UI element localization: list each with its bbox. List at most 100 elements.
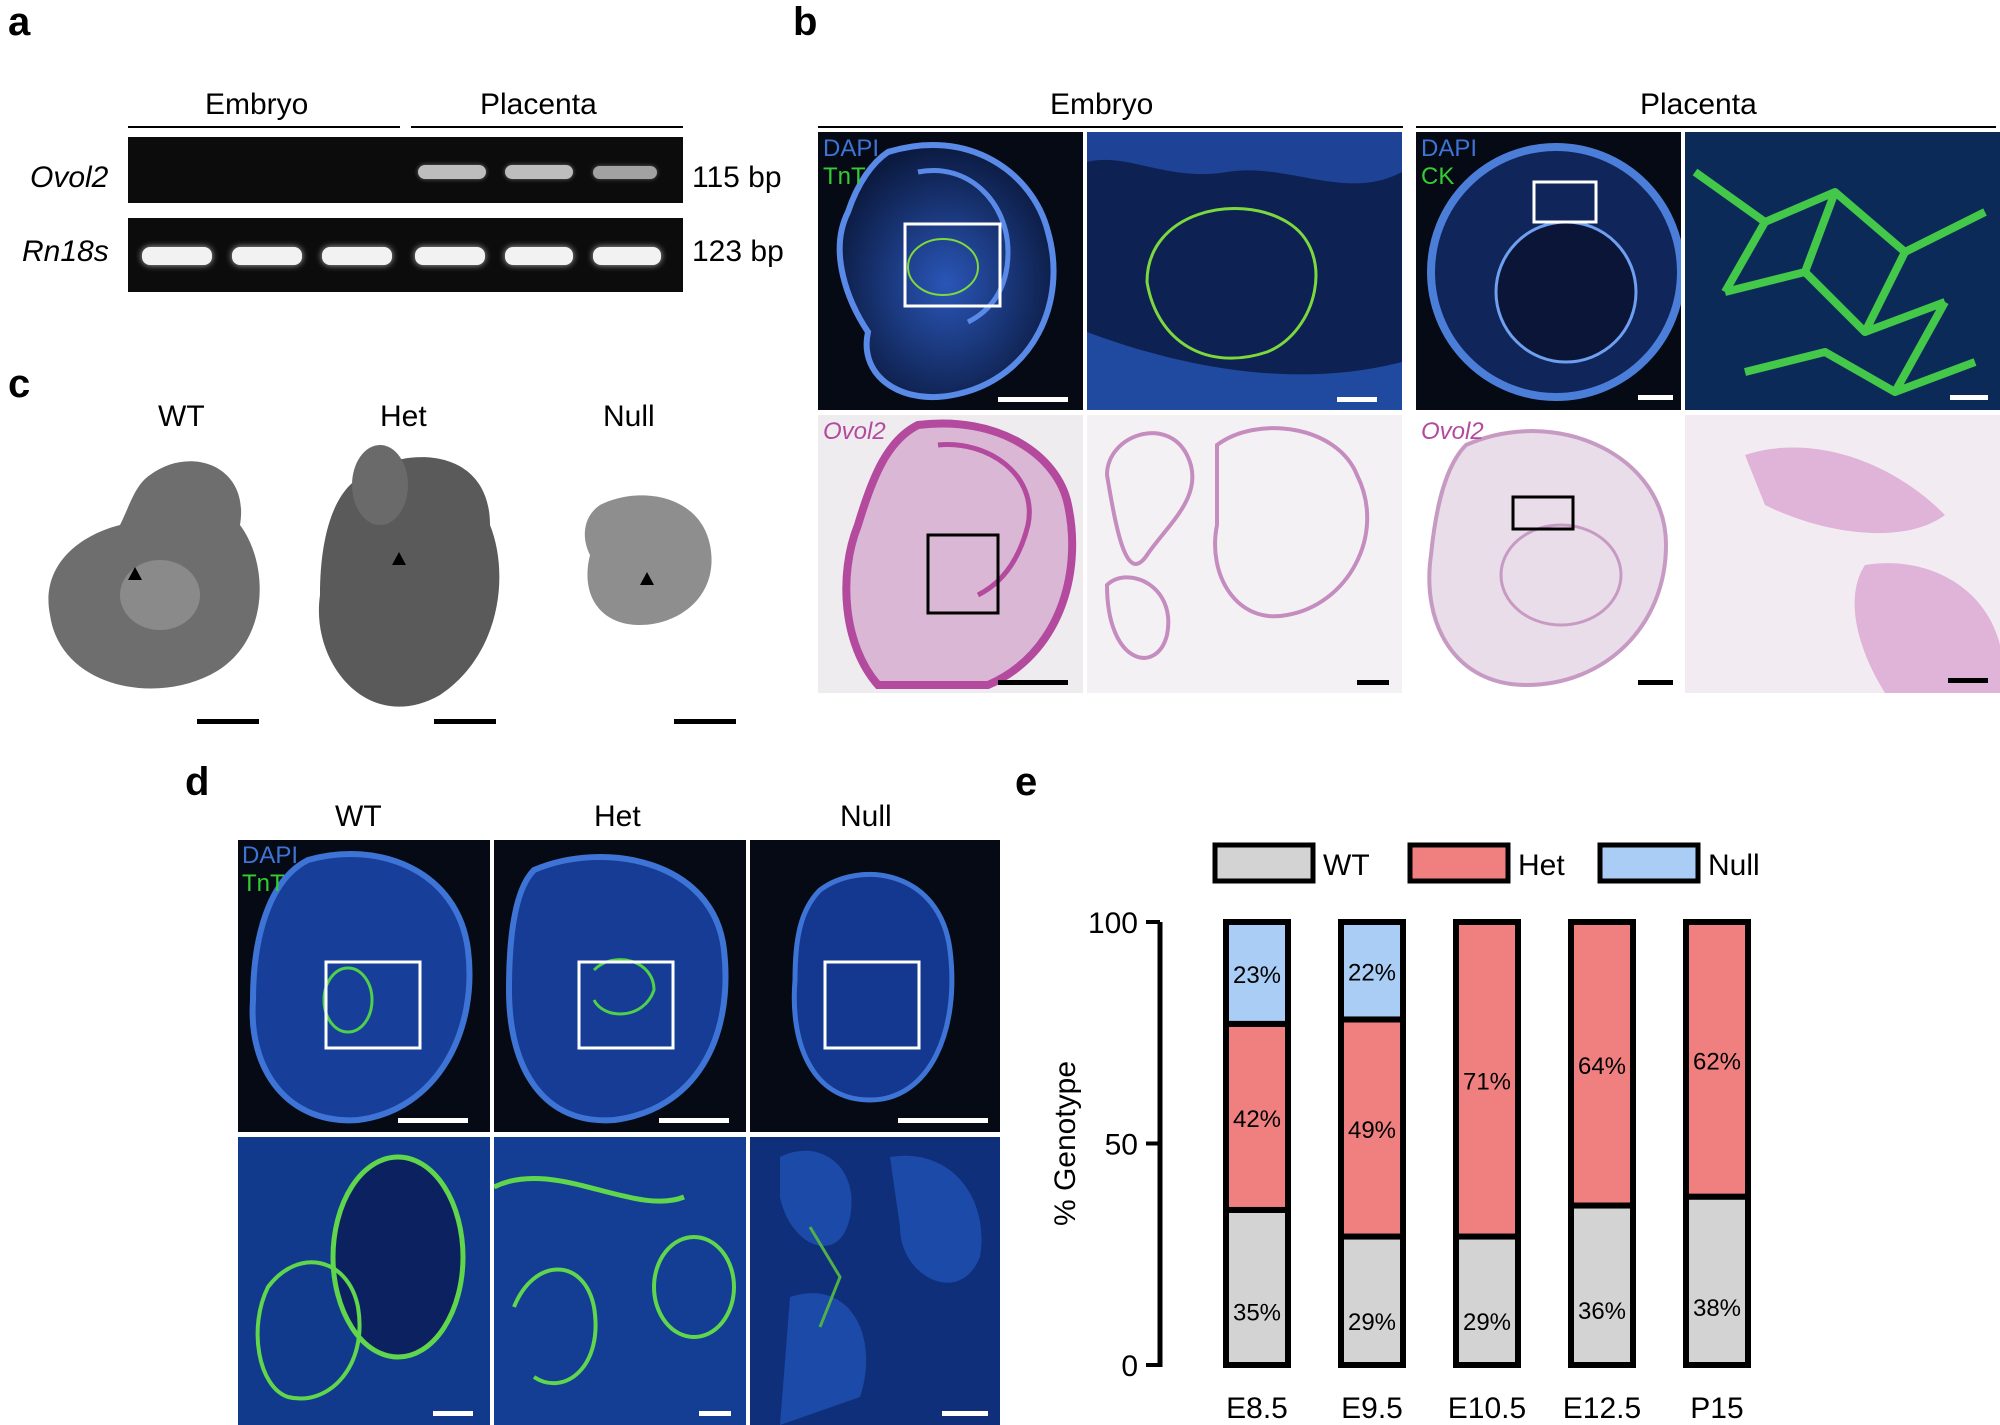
data-label: 71% [1463,1068,1511,1095]
panel-letter-b: b [793,0,818,44]
y-tick-label: 100 [1088,907,1138,940]
gel-image-rn18s [128,218,683,292]
section-group-placenta: Placenta [1640,88,1757,121]
legend-swatch-null [1597,842,1701,884]
ish-label-ovol2: Ovol2 [1421,418,1484,445]
panel-letter-c: c [8,362,31,406]
gel-group-embryo: Embryo [205,88,309,121]
scale-bar [1357,680,1389,685]
embryo-images [48,445,712,707]
x-tick-label: E10.5 [1448,1392,1526,1425]
scale-bar [674,719,736,724]
gel-band [415,247,485,265]
chart-axes: 0 50 100 % Genotype [1049,907,1163,1383]
data-label: 62% [1693,1048,1741,1075]
gel-size-ovol2: 115 bp [692,161,782,194]
scale-bar [942,1411,988,1416]
x-tick-label: E8.5 [1226,1392,1288,1425]
scale-bar [398,1118,468,1123]
gel-group-placenta: Placenta [480,88,597,121]
data-label: 35% [1233,1300,1281,1327]
section-label-het: Het [594,800,641,833]
panel-letter-e: e [1015,760,1038,804]
stain-label-dapi: DAPI [823,135,880,162]
gel-band [322,247,392,265]
scale-bar [1950,395,1988,400]
scale-bar [433,1411,473,1416]
bar-segment-het-e12-5 [1568,919,1636,1209]
embryo-ovol2-ish-overview: Ovol2 [818,415,1083,693]
data-label: 42% [1233,1106,1281,1133]
x-tick-label: E12.5 [1563,1392,1641,1425]
stain-label-tnt: TnT [823,163,866,190]
scale-bar [197,719,259,724]
bar-segment-wt-e12-5 [1568,1202,1636,1368]
wt-dapi-tnt-overview: DAPI TnT [238,840,490,1132]
section-group-embryo: Embryo [1050,88,1154,121]
gel-band [593,166,657,179]
bar-segment-het-e10-5 [1453,919,1521,1240]
embryo-label-het: Het [380,400,427,433]
bar-segment-wt-e10-5 [1453,1233,1521,1368]
chart-bars: 35% 42% 23% E8.5 29% 49% 22% E9.5 29% 71% E10.5 36%… [1223,919,1751,1425]
arrowhead-icon [392,552,406,565]
embryo-label-wt: WT [158,400,205,433]
panel-letter-d: d [185,760,210,804]
embryo-ovol2-ish-zoom [1087,415,1402,693]
arrowhead-icon [128,567,142,580]
embryo-wt [48,461,260,689]
legend-swatch-het [1407,842,1511,884]
het-dapi-tnt-overview [494,840,746,1132]
bar-segment-wt-e8-5 [1223,1206,1291,1369]
scale-bar [998,680,1068,685]
het-dapi-tnt-zoom [494,1137,746,1425]
gel-band [505,247,573,265]
scale-bar [1638,680,1673,685]
embryo-label-null: Null [603,400,655,433]
bar-segment-null-e9-5 [1338,919,1406,1023]
embryo-het [318,445,500,707]
legend-swatch-wt [1212,842,1316,884]
legend-label-het: Het [1518,849,1565,882]
data-label: 23% [1233,962,1281,989]
scale-bar [1337,397,1377,402]
gel-band [505,165,573,179]
bar-segment-null-e8-5 [1223,919,1291,1027]
placenta-dapi-ck-zoom [1685,132,2000,410]
gel-band [142,247,212,265]
scale-bar [898,1118,988,1123]
bar-segment-het-e8-5 [1223,1020,1291,1213]
bar-segment-wt-p15 [1683,1193,1751,1368]
scale-bar [1948,678,1988,683]
x-tick-label: P15 [1690,1392,1743,1425]
genotype-stacked-bar-chart: WT Het Null 0 50 100 % Genotype 35% 42% 23% E8.5… [1049,842,1760,1425]
wt-dapi-tnt-zoom [238,1137,490,1425]
data-label: 64% [1578,1053,1626,1080]
section-group-embryo-rule [818,126,1403,128]
stain-label-tnt: TnT [242,870,285,897]
gel-band [593,247,661,265]
null-dapi-tnt-zoom [750,1137,1000,1425]
panel-letter-a: a [8,0,31,44]
legend-label-wt: WT [1323,849,1370,882]
y-tick-label: 50 [1105,1129,1138,1162]
chart-legend: WT Het Null [1212,842,1760,884]
scale-bar [699,1411,731,1416]
data-label: 36% [1578,1298,1626,1325]
data-label: 38% [1693,1295,1741,1322]
gel-size-rn18s: 123 bp [692,235,784,268]
gel-band [232,247,302,265]
section-label-wt: WT [335,800,382,833]
data-label: 29% [1463,1309,1511,1336]
gel-band [418,165,486,179]
ish-label-ovol2: Ovol2 [823,418,886,445]
gel-row-label-rn18s: Rn18s [22,235,109,268]
stain-label-ck: CK [1421,163,1455,190]
section-label-null: Null [840,800,892,833]
bar-segment-het-e9-5 [1338,1016,1406,1240]
scale-bar [1638,395,1673,400]
embryo-dapi-tnt-zoom [1087,132,1402,410]
scale-bar [998,397,1068,402]
data-label: 22% [1348,960,1396,987]
scale-bar [434,719,496,724]
